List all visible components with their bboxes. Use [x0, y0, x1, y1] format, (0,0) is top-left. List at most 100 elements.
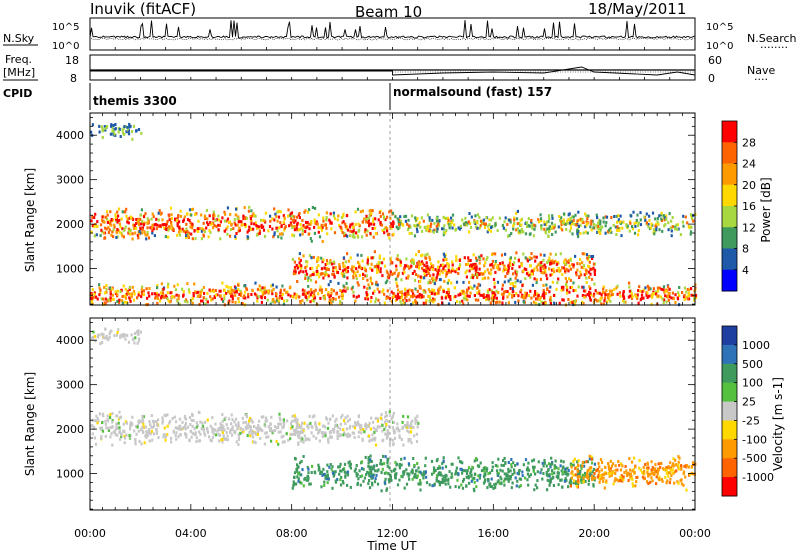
- scatter-cell: [342, 468, 345, 471]
- scatter-cell: [373, 438, 376, 442]
- scatter-cell: [427, 229, 431, 233]
- colorbar-swatch: [722, 163, 737, 186]
- scatter-cell: [618, 463, 621, 467]
- scatter-cell: [621, 299, 625, 303]
- scatter-cell: [126, 220, 129, 224]
- scatter-cell: [195, 425, 198, 429]
- scatter-cell: [263, 442, 266, 446]
- scatter-cell: [343, 264, 346, 268]
- scatter-cell: [478, 267, 481, 271]
- scatter-cell: [352, 269, 355, 273]
- scatter-cell: [589, 469, 592, 473]
- scatter-cell: [271, 431, 274, 435]
- scatter-cell: [236, 425, 239, 429]
- scatter-cell: [166, 285, 169, 289]
- scatter-cell: [135, 218, 138, 221]
- colorbar-tick-label: 1000: [742, 339, 770, 352]
- scatter-cell: [530, 256, 533, 260]
- scatter-cell: [333, 275, 336, 279]
- scatter-cell: [588, 473, 591, 477]
- scatter-cell: [142, 431, 145, 435]
- scatter-cell: [345, 269, 348, 273]
- scatter-cell: [258, 229, 262, 233]
- scatter-cell: [580, 480, 583, 484]
- scatter-cell: [358, 262, 361, 266]
- scatter-cell: [340, 226, 343, 230]
- scatter-cell: [390, 469, 393, 473]
- scatter-cell: [676, 223, 679, 227]
- scatter-cell: [417, 261, 420, 265]
- scatter-cell: [310, 256, 313, 260]
- scatter-cell: [426, 269, 429, 273]
- scatter-cell: [221, 429, 224, 432]
- scatter-cell: [156, 297, 160, 300]
- scatter-cell: [360, 431, 363, 435]
- scatter-cell: [307, 478, 310, 482]
- scatter-cell: [150, 425, 153, 429]
- scatter-cell: [551, 472, 554, 476]
- scatter-cell: [517, 299, 520, 303]
- scatter-cell: [268, 225, 272, 228]
- scatter-cell: [327, 268, 330, 271]
- scatter-cell: [273, 425, 277, 428]
- scatter-cell: [550, 268, 554, 272]
- scatter-cell: [326, 470, 329, 474]
- scatter-cell: [486, 255, 489, 259]
- scatter-cell: [287, 208, 290, 212]
- scatter-cell: [604, 215, 607, 219]
- scatter-cell: [101, 230, 104, 234]
- scatter-cell: [671, 471, 674, 475]
- scatter-cell: [626, 472, 629, 476]
- scatter-cell: [365, 473, 368, 476]
- scatter-cell: [379, 214, 382, 218]
- scatter-cell: [498, 300, 501, 304]
- scatter-cell: [122, 284, 125, 288]
- scatter-cell: [219, 237, 222, 241]
- scatter-cell: [630, 292, 633, 296]
- scatter-cell: [399, 290, 402, 294]
- scatter-cell: [117, 229, 120, 233]
- scatter-cell: [462, 280, 465, 284]
- scatter-cell: [125, 130, 128, 134]
- scatter-cell: [511, 481, 514, 485]
- scatter-cell: [466, 298, 469, 302]
- scatter-cell: [455, 469, 458, 473]
- scatter-cell: [309, 421, 312, 425]
- scatter-cell: [628, 285, 631, 289]
- scatter-cell: [129, 216, 132, 220]
- scatter-cell: [461, 486, 465, 490]
- scatter-cell: [423, 263, 426, 267]
- scatter-cell: [225, 423, 228, 427]
- scatter-cell: [246, 424, 249, 428]
- scatter-cell: [581, 217, 584, 221]
- scatter-cell: [117, 299, 120, 303]
- scatter-cell: [289, 437, 292, 441]
- nave-tick-bottom: 0: [708, 72, 715, 85]
- scatter-cell: [91, 432, 94, 436]
- scatter-cell: [235, 417, 238, 421]
- scatter-cell: [450, 281, 453, 285]
- y-tick-label: 3000: [56, 379, 84, 392]
- scatter-cell: [593, 268, 597, 272]
- scatter-cell: [122, 228, 126, 232]
- scatter-cell: [144, 425, 147, 429]
- scatter-cell: [567, 485, 570, 489]
- scatter-cell: [382, 257, 385, 261]
- scatter-cell: [437, 265, 440, 269]
- scatter-cell: [659, 462, 662, 466]
- scatter-cell: [298, 264, 301, 268]
- scatter-cell: [405, 257, 408, 261]
- scatter-cell: [257, 424, 260, 428]
- scatter-cell: [376, 417, 380, 421]
- scatter-cell: [279, 418, 282, 422]
- scatter-cell: [469, 259, 472, 262]
- scatter-cell: [611, 462, 615, 466]
- scatter-cell: [151, 419, 155, 423]
- scatter-cell: [115, 422, 118, 426]
- scatter-cell: [244, 420, 247, 424]
- scatter-cell: [258, 426, 261, 430]
- scatter-cell: [120, 299, 124, 303]
- scatter-cell: [342, 284, 345, 288]
- scatter-cell: [582, 266, 585, 270]
- scatter-cell: [399, 219, 402, 223]
